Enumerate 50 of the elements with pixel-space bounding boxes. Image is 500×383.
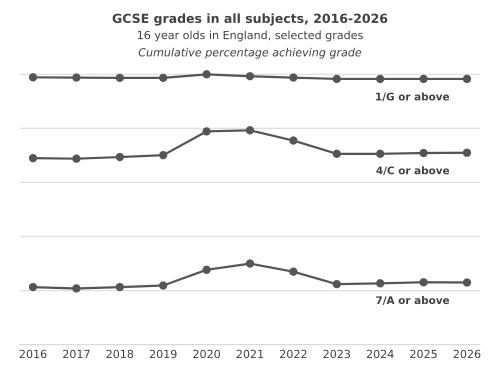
point bbox=[28, 282, 38, 292]
point bbox=[202, 70, 211, 79]
point bbox=[246, 126, 254, 134]
point bbox=[28, 154, 38, 162]
series-label: 1/G or above bbox=[376, 92, 450, 102]
point bbox=[332, 74, 341, 84]
x-tick-label: 2016 bbox=[20, 350, 46, 358]
point bbox=[332, 280, 341, 288]
point bbox=[376, 74, 384, 84]
point bbox=[202, 266, 211, 274]
x-tick-label: 2017 bbox=[63, 350, 90, 358]
x-tick-label: 2023 bbox=[323, 350, 350, 358]
point bbox=[419, 74, 428, 84]
point bbox=[376, 150, 384, 158]
point bbox=[289, 268, 298, 276]
x-tick-label: 2024 bbox=[366, 350, 394, 358]
x-tick-label: 2026 bbox=[454, 350, 480, 358]
point bbox=[246, 72, 254, 80]
series-label: 4/C or above bbox=[376, 166, 450, 176]
point bbox=[462, 278, 472, 287]
point bbox=[28, 73, 38, 82]
x-tick-label: 2018 bbox=[106, 350, 134, 358]
chart-title: GCSE grades in all subjects, 2016-2026 bbox=[112, 13, 388, 26]
point bbox=[72, 284, 81, 293]
point bbox=[159, 151, 168, 160]
point bbox=[116, 74, 124, 82]
point bbox=[289, 136, 298, 145]
series-label: 7/A or above bbox=[376, 296, 450, 305]
point bbox=[246, 259, 254, 268]
point bbox=[419, 148, 428, 158]
point bbox=[419, 278, 428, 286]
point bbox=[72, 73, 81, 82]
point bbox=[72, 154, 81, 163]
x-tick-label: 2025 bbox=[410, 350, 437, 358]
x-tick-label: 2019 bbox=[150, 350, 177, 358]
point bbox=[159, 74, 168, 82]
point bbox=[116, 282, 124, 292]
point bbox=[289, 73, 298, 82]
chart-subtitle: 16 year olds in England, selected grades bbox=[138, 30, 363, 42]
point bbox=[332, 150, 341, 158]
x-tick-label: 2022 bbox=[280, 350, 306, 358]
point bbox=[202, 127, 211, 136]
point bbox=[116, 152, 124, 162]
point bbox=[376, 279, 384, 288]
point bbox=[462, 74, 472, 84]
point bbox=[462, 148, 472, 157]
point bbox=[159, 281, 168, 290]
x-tick-label: 2020 bbox=[193, 350, 220, 358]
x-tick-label: 2021 bbox=[236, 350, 264, 358]
text: Cumulative percentage achieving grade bbox=[138, 48, 362, 59]
